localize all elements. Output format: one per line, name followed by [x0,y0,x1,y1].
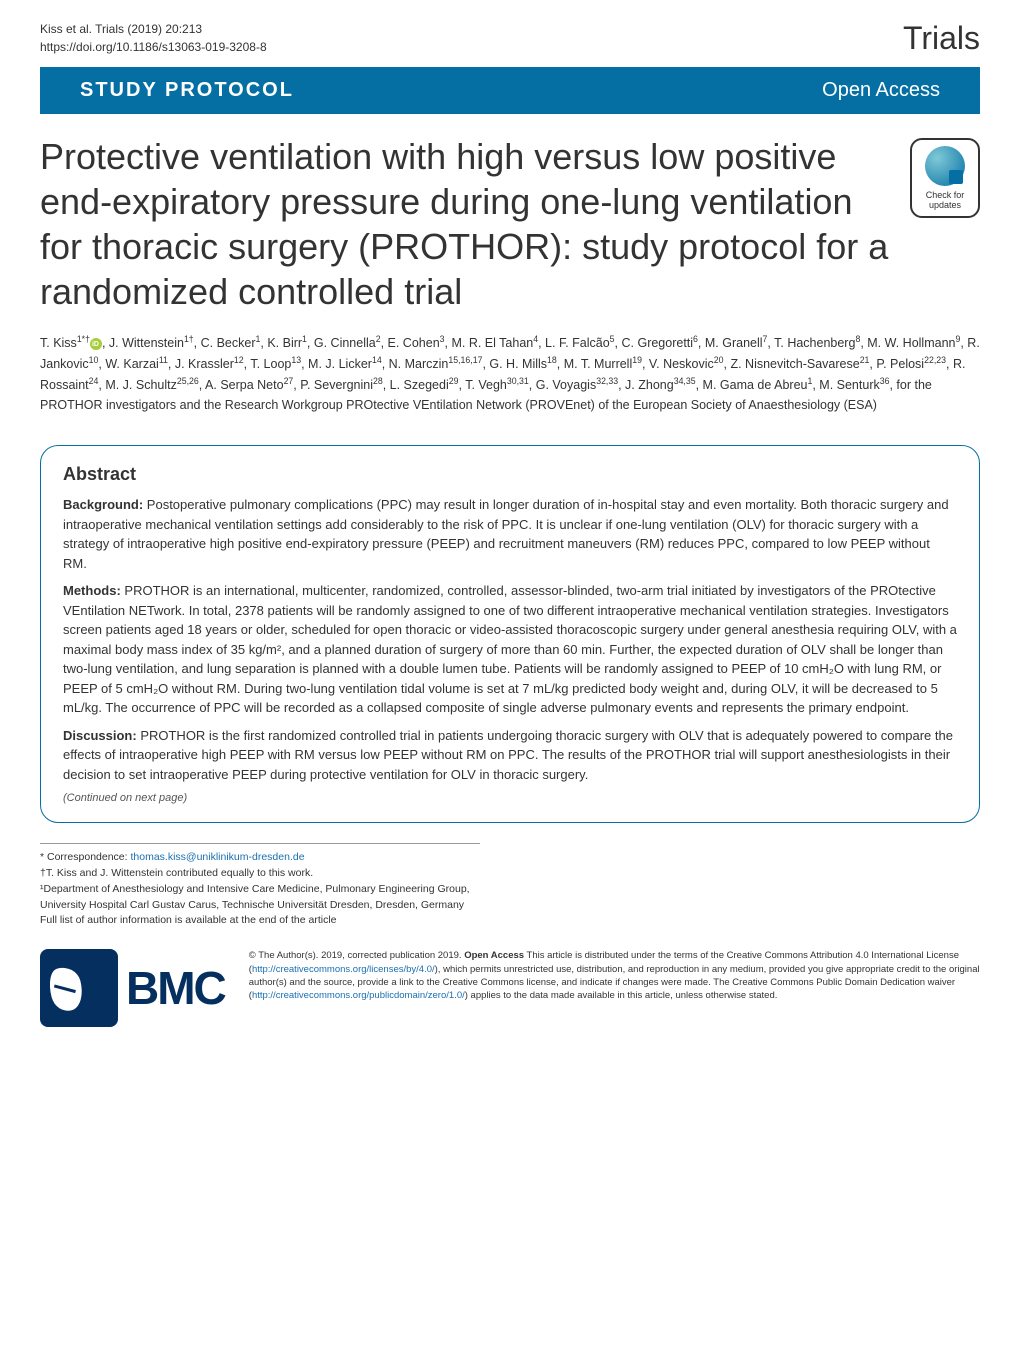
license-text: © The Author(s). 2019, corrected publica… [249,949,980,1002]
orcid-icon [90,338,102,350]
correspondence-prefix: * Correspondence: [40,851,130,863]
background-text: Postoperative pulmonary complications (P… [63,497,949,571]
correspondence-block: * Correspondence: thomas.kiss@unikliniku… [40,843,480,929]
abstract-box: Abstract Background: Postoperative pulmo… [40,445,980,823]
equal-contribution: †T. Kiss and J. Wittenstein contributed … [40,867,313,879]
check-updates-label: Check for updates [912,190,978,210]
abstract-heading: Abstract [63,464,957,485]
article-title: Protective ventilation with high versus … [40,134,890,314]
bmc-leaf-icon [40,949,118,1027]
bmc-logo: BMC [40,949,225,1027]
open-access-label: Open Access [822,79,940,102]
discussion-text: PROTHOR is the first randomized controll… [63,728,953,782]
citation-line-1: Kiss et al. Trials (2019) 20:213 [40,20,267,38]
continued-note: (Continued on next page) [63,792,957,804]
check-updates-badge[interactable]: Check for updates [910,138,980,218]
correspondence-email[interactable]: thomas.kiss@uniklinikum-dresden.de [130,851,304,863]
abstract-background: Background: Postoperative pulmonary comp… [63,495,957,573]
author-list: T. Kiss1*†, J. Wittenstein1†, C. Becker1… [40,332,980,415]
background-label: Background: [63,497,143,512]
footer-area: BMC © The Author(s). 2019, corrected pub… [0,939,1020,1047]
citation-block: Kiss et al. Trials (2019) 20:213 https:/… [40,20,267,56]
category-banner: STUDY PROTOCOL Open Access [40,67,980,114]
top-header: Kiss et al. Trials (2019) 20:213 https:/… [0,0,1020,67]
category-label: STUDY PROTOCOL [80,79,294,102]
abstract-methods: Methods: PROTHOR is an international, mu… [63,581,957,718]
citation-doi: https://doi.org/10.1186/s13063-019-3208-… [40,38,267,56]
journal-name: Trials [903,20,980,57]
methods-label: Methods: [63,583,121,598]
bmc-text: BMC [126,961,225,1015]
author-info-note: Full list of author information is avail… [40,914,337,926]
title-row: Protective ventilation with high versus … [40,134,980,314]
discussion-label: Discussion: [63,728,137,743]
crossmark-icon [925,146,965,186]
affiliation-1: ¹Department of Anesthesiology and Intens… [40,883,470,911]
methods-text: PROTHOR is an international, multicenter… [63,583,957,715]
abstract-discussion: Discussion: PROTHOR is the first randomi… [63,726,957,785]
content-area: Protective ventilation with high versus … [0,114,1020,425]
